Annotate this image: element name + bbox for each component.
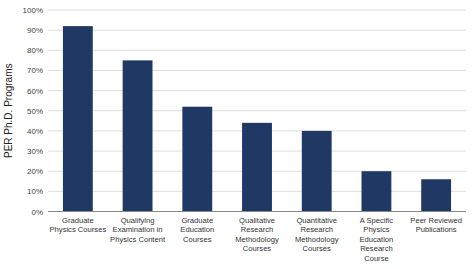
- chart: 0% 10% 20% 30% 40% 50% 60% 70% 80% 90% 100% PER Ph.…: [0, 0, 474, 269]
- grid-line: [48, 70, 466, 71]
- x-axis-line: [48, 211, 466, 212]
- grid-line: [48, 211, 466, 212]
- y-tick-label: 10%: [27, 187, 43, 196]
- bar: [302, 131, 332, 212]
- x-tick-label: QualitativeResearchMethodologyCourses: [235, 216, 279, 254]
- bar: [421, 179, 451, 211]
- x-axis: GraduatePhysics CoursesQualifyingExamina…: [50, 216, 462, 263]
- bars: [63, 26, 451, 211]
- grid-line: [48, 10, 466, 11]
- x-tick-label: GraduateEducationCourses: [180, 216, 214, 244]
- bar: [123, 60, 153, 211]
- y-tick-label: 80%: [27, 46, 43, 55]
- y-tick-label: 40%: [27, 127, 43, 136]
- x-tick-label: Peer ReviewedPublications: [410, 216, 462, 235]
- grid-line: [48, 30, 466, 31]
- x-tick-label: GraduatePhysics Courses: [50, 216, 107, 235]
- bar: [242, 123, 272, 212]
- y-tick-label: 70%: [27, 66, 43, 75]
- grid-line: [48, 90, 466, 91]
- y-tick-label: 30%: [27, 147, 43, 156]
- y-tick-label: 90%: [27, 26, 43, 35]
- y-tick-label: 0%: [31, 208, 43, 217]
- y-axis-label: PER Ph.D. Programs: [3, 64, 14, 158]
- x-tick-label: QuantitativeResearchMethodologyCourses: [295, 216, 339, 254]
- bar: [362, 171, 392, 211]
- y-tick-label: 100%: [23, 6, 43, 15]
- y-tick-label: 20%: [27, 167, 43, 176]
- y-axis: 0% 10% 20% 30% 40% 50% 60% 70% 80% 90% 100%: [23, 6, 43, 217]
- x-tick-label: A SpecificPhysicsEducationResearchCourse: [359, 216, 393, 263]
- grid: [48, 10, 466, 212]
- y-tick-label: 60%: [27, 87, 43, 96]
- x-tick-label: QualifyingExamination inPhysics Content: [110, 216, 166, 244]
- grid-line: [48, 110, 466, 111]
- bar: [182, 107, 212, 212]
- grid-line: [48, 50, 466, 51]
- bar: [63, 26, 93, 211]
- y-tick-label: 50%: [27, 107, 43, 116]
